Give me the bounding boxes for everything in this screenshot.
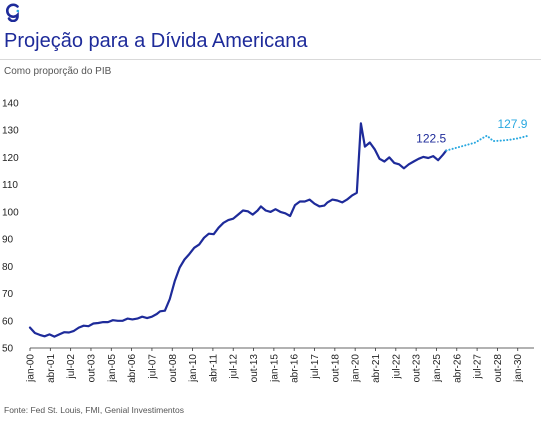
source-note: Fonte: Fed St. Louis, FMI, Genial Invest… <box>4 405 184 415</box>
x-tick-label: jan-20 <box>351 354 362 383</box>
x-tick-label: abr-01 <box>46 354 57 383</box>
chart-subtitle: Como proporção do PIB <box>4 66 112 77</box>
x-tick-label: jan-10 <box>188 354 199 383</box>
y-tick-label: 130 <box>2 126 19 137</box>
historical-series-line <box>28 122 448 338</box>
y-axis-ticks: 50 60 70 80 90 100 110 120 130 140 <box>2 99 19 355</box>
projection-series-line <box>445 134 529 152</box>
series-group <box>28 122 529 338</box>
x-tick-label: jan-15 <box>269 354 280 383</box>
genial-logo-icon <box>5 3 20 22</box>
annotations: 122.5 127.9 <box>416 117 528 146</box>
y-tick-label: 80 <box>2 262 14 273</box>
x-tick-label: out-03 <box>86 354 97 383</box>
x-tick-label: jul-07 <box>147 354 158 380</box>
data-label: 122.5 <box>416 132 446 146</box>
x-tick-label: jul-17 <box>310 354 321 380</box>
x-tick-label: jul-27 <box>473 354 484 380</box>
x-tick-label: abr-21 <box>371 354 382 383</box>
y-tick-label: 90 <box>2 235 14 246</box>
x-tick-label: out-23 <box>412 354 423 383</box>
x-tick-label: abr-16 <box>290 354 301 383</box>
y-tick-label: 100 <box>2 207 19 218</box>
x-tick-label: abr-26 <box>452 354 463 383</box>
x-tick-label: abr-06 <box>127 354 138 383</box>
x-tick-label: jul-02 <box>66 354 77 380</box>
x-tick-label: jul-22 <box>391 354 402 380</box>
x-tick-label: out-13 <box>249 354 260 383</box>
page-title: Projeção para a Dívida Americana <box>4 30 308 52</box>
y-tick-label: 110 <box>2 180 18 191</box>
x-tick-label: out-18 <box>330 354 341 383</box>
y-tick-label: 70 <box>2 289 14 300</box>
y-tick-label: 50 <box>2 344 14 355</box>
x-tick-label: jan-05 <box>107 354 118 383</box>
x-tick-label: jan-00 <box>26 354 37 383</box>
x-tick-label: jan-30 <box>513 354 524 383</box>
x-tick-label: out-08 <box>168 354 179 383</box>
x-tick-label: out-28 <box>493 354 504 383</box>
x-axis-ticks: jan-00 abr-01 jul-02 out-03 jan-05 abr-06 jul-… <box>26 348 524 383</box>
title-divider <box>0 59 541 60</box>
y-tick-label: 60 <box>2 316 14 327</box>
x-tick-label: jan-25 <box>432 354 443 383</box>
data-label: 127.9 <box>497 117 527 131</box>
x-tick-label: abr-11 <box>208 354 219 383</box>
y-tick-label: 120 <box>2 153 19 164</box>
y-tick-label: 140 <box>2 99 19 110</box>
x-tick-label: jul-12 <box>229 354 240 380</box>
